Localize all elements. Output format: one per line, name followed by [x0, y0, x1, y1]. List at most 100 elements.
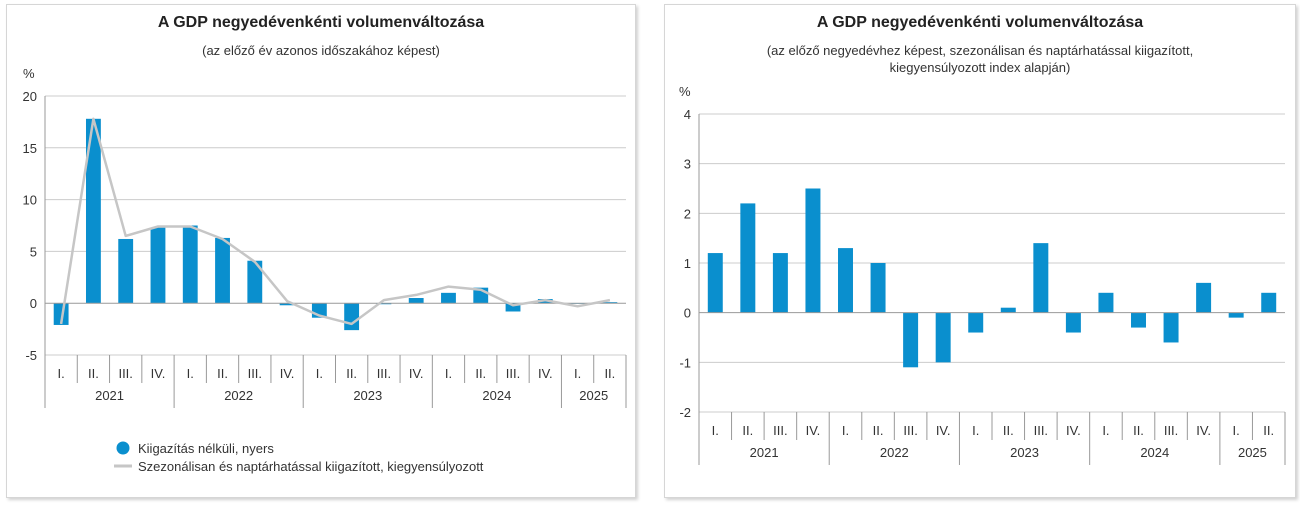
- chart-subtitle-line2: kiegyensúlyozott index alapján): [890, 60, 1071, 75]
- x-tick-label: II.: [475, 366, 486, 381]
- bar: [968, 312, 984, 333]
- bar: [838, 248, 853, 313]
- bar: [1131, 312, 1146, 328]
- plot-area: -5 0 5 10 15 20 I. II. III. IV. I. II. III. IV. I. II. I…: [23, 89, 627, 408]
- year-label: 2023: [353, 388, 382, 403]
- x-tick-label: I.: [1102, 423, 1109, 438]
- bar: [85, 118, 101, 304]
- y-tick-label: -5: [25, 348, 37, 363]
- chart-yoy: A GDP negyedévenkénti volumenváltozása (…: [23, 14, 627, 474]
- y-tick-label: 4: [684, 107, 691, 122]
- y-tick-label: -1: [679, 355, 691, 370]
- x-tick-label: IV.: [936, 423, 951, 438]
- y-tick-label: 0: [684, 306, 691, 321]
- y-tick-label: 5: [30, 244, 37, 259]
- year-label: 2025: [579, 388, 608, 403]
- x-tick-label: III.: [506, 366, 520, 381]
- bar: [1000, 307, 1016, 313]
- x-tick-label: I.: [842, 423, 849, 438]
- y-tick-label: 2: [684, 206, 691, 221]
- legend-line-label: Szezonálisan és naptárhatással kiigazíto…: [138, 459, 484, 474]
- year-label: 2025: [1238, 445, 1267, 460]
- year-label: 2024: [1140, 445, 1169, 460]
- chart-title: A GDP negyedévenkénti volumenváltozása: [817, 14, 1143, 31]
- x-tick-label: IV.: [538, 366, 553, 381]
- bar: [1098, 292, 1114, 313]
- y-unit-label: %: [679, 84, 691, 99]
- x-tick-label: IV.: [1196, 423, 1211, 438]
- bar: [772, 253, 788, 313]
- y-tick-label: 3: [684, 157, 691, 172]
- bar: [279, 303, 295, 306]
- bar: [1033, 243, 1049, 313]
- bar: [344, 303, 360, 331]
- bar: [740, 203, 756, 313]
- legend: Kiigazítás nélküli, nyers Szezonálisan é…: [114, 441, 484, 474]
- y-tick-label: -2: [679, 405, 691, 420]
- x-tick-label: II.: [742, 423, 753, 438]
- x-tick-label: IV.: [409, 366, 424, 381]
- bar: [935, 312, 951, 363]
- x-tick-label: III.: [118, 366, 132, 381]
- x-tick-label: II.: [604, 366, 615, 381]
- bar: [182, 225, 198, 304]
- x-tick-label: II.: [1133, 423, 1144, 438]
- x-tick-label: IV.: [1066, 423, 1081, 438]
- year-label: 2024: [482, 388, 511, 403]
- y-tick-label: 10: [23, 193, 37, 208]
- bar: [376, 303, 392, 305]
- x-tick-label: I.: [972, 423, 979, 438]
- chart-subtitle: (az előző év azonos időszakához képest): [202, 43, 440, 58]
- year-label: 2023: [1010, 445, 1039, 460]
- bar: [118, 238, 134, 304]
- bar: [441, 292, 456, 304]
- y-unit-label: %: [23, 66, 35, 81]
- x-tick-label: I.: [1233, 423, 1240, 438]
- bar: [707, 253, 723, 313]
- x-tick-label: II.: [1003, 423, 1014, 438]
- bar: [1065, 312, 1081, 333]
- bar: [150, 227, 166, 304]
- bar: [1228, 312, 1244, 318]
- legend-bar-marker: [116, 441, 130, 455]
- series-line: [59, 117, 611, 326]
- bar: [1163, 312, 1179, 343]
- bar: [602, 302, 618, 304]
- chart-panel-qoq: A GDP negyedévenkénti volumenváltozása (…: [664, 4, 1296, 498]
- x-tick-label: I.: [316, 366, 323, 381]
- chart-panel-yoy: A GDP negyedévenkénti volumenváltozása (…: [6, 4, 636, 498]
- x-tick-label: II.: [88, 366, 99, 381]
- bar: [247, 260, 263, 304]
- chart-title: A GDP negyedévenkénti volumenváltozása: [158, 14, 484, 31]
- x-tick-label: I.: [445, 366, 452, 381]
- x-tick-label: III.: [248, 366, 262, 381]
- year-label: 2022: [224, 388, 253, 403]
- x-tick-label: III.: [377, 366, 391, 381]
- x-tick-label: II.: [217, 366, 228, 381]
- chart-qoq: A GDP negyedévenkénti volumenváltozása (…: [679, 14, 1286, 465]
- legend-bar-label: Kiigazítás nélküli, nyers: [138, 441, 274, 456]
- x-tick-label: II.: [346, 366, 357, 381]
- year-label: 2021: [750, 445, 779, 460]
- x-tick-label: I.: [574, 366, 581, 381]
- x-tick-label: IV.: [806, 423, 821, 438]
- bar: [1261, 292, 1277, 313]
- y-tick-label: 1: [684, 256, 691, 271]
- bar: [215, 237, 230, 304]
- x-tick-label: III.: [773, 423, 787, 438]
- x-tick-label: III.: [903, 423, 917, 438]
- x-tick-label: IV.: [280, 366, 295, 381]
- bar: [805, 188, 821, 313]
- bar: [408, 298, 424, 304]
- year-label: 2021: [95, 388, 124, 403]
- x-tick-label: I.: [58, 366, 65, 381]
- x-tick-label: II.: [1263, 423, 1274, 438]
- bar: [870, 263, 886, 313]
- y-tick-label: 0: [30, 296, 37, 311]
- x-tick-label: I.: [187, 366, 194, 381]
- y-tick-label: 15: [23, 141, 37, 156]
- bar: [903, 312, 919, 368]
- x-tick-label: IV.: [151, 366, 166, 381]
- plot-area: -2 -1 0 1 2 3 4 I. II. III. IV. I. II. III. IV. I. II. II…: [679, 107, 1286, 465]
- year-label: 2022: [880, 445, 909, 460]
